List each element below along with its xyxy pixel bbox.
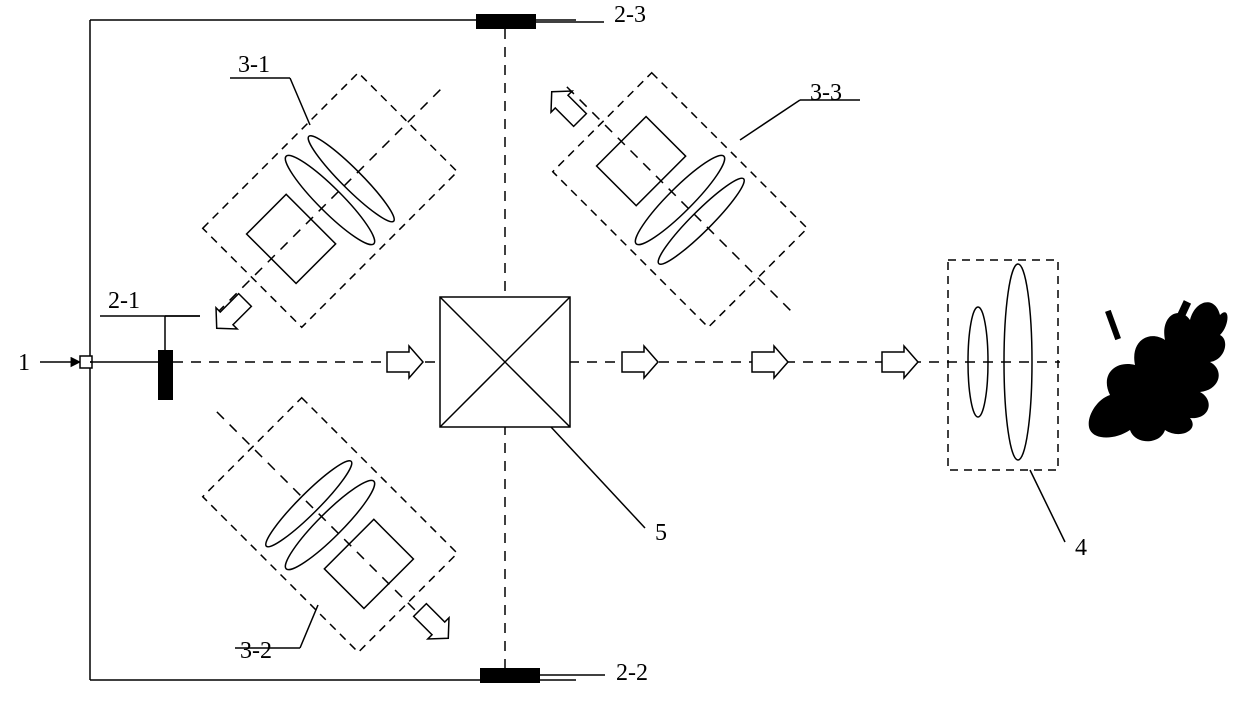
label-2-3: 2-3 xyxy=(614,2,646,28)
label-1: 1 xyxy=(18,350,30,376)
label-5: 5 xyxy=(655,520,667,546)
shutter-2-3 xyxy=(476,14,536,29)
label-3-1: 3-1 xyxy=(238,52,270,78)
collimator xyxy=(948,260,1058,470)
label-3-2: 3-2 xyxy=(240,638,272,664)
label-4: 4 xyxy=(1075,535,1087,561)
label-3-3: 3-3 xyxy=(810,80,842,106)
shutter-2-2 xyxy=(480,668,540,683)
label-2-1: 2-1 xyxy=(108,288,140,314)
shutter-2-1 xyxy=(158,350,173,400)
label-2-2: 2-2 xyxy=(616,660,648,686)
target-silhouette xyxy=(1089,300,1228,441)
